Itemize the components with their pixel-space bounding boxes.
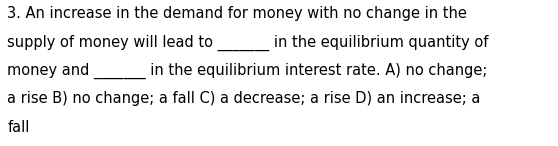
Text: a rise B) no change; a fall C) a decrease; a rise D) an increase; a: a rise B) no change; a fall C) a decreas… <box>7 91 480 106</box>
Text: fall: fall <box>7 120 30 135</box>
Text: money and _______ in the equilibrium interest rate. A) no change;: money and _______ in the equilibrium int… <box>7 63 488 79</box>
Text: supply of money will lead to _______ in the equilibrium quantity of: supply of money will lead to _______ in … <box>7 34 489 51</box>
Text: 3. An increase in the demand for money with no change in the: 3. An increase in the demand for money w… <box>7 6 467 21</box>
